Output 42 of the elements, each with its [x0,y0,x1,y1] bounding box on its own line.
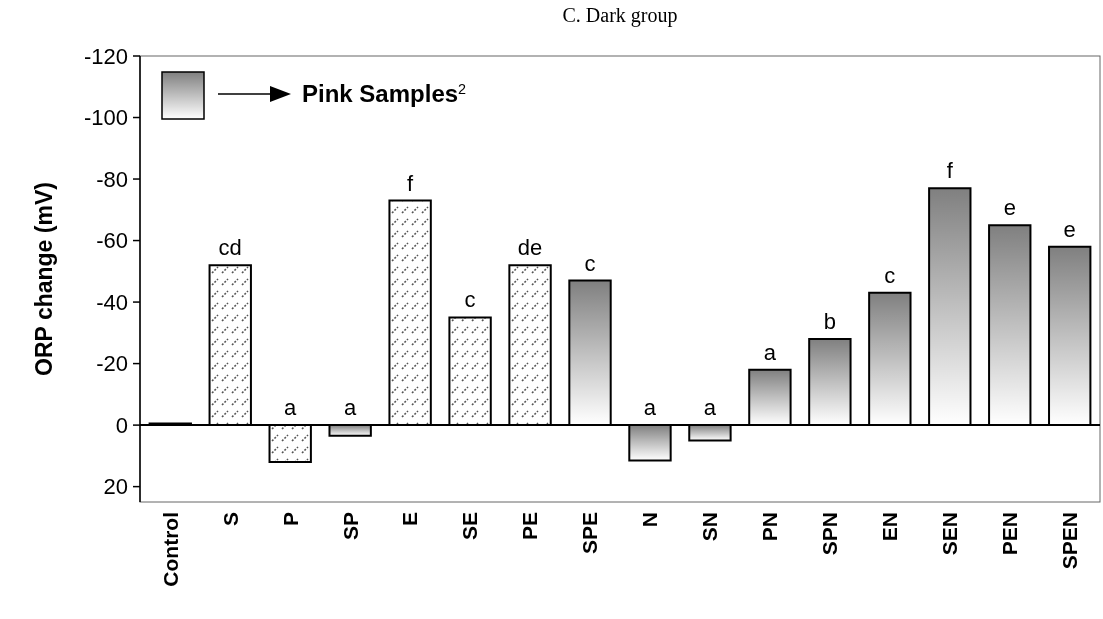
x-tick-label: SPE [578,512,602,555]
data-label: a [703,395,717,421]
data-label: f [407,170,415,196]
data-label: e [1063,216,1076,242]
y-tick-label: -60 [96,228,128,254]
data-label: a [643,395,657,421]
x-tick-label: Control [158,512,182,587]
y-tick-label: -20 [96,351,128,377]
x-tick-label: PN [758,512,782,542]
data-label: c [584,250,596,276]
y-tick-label: -100 [83,105,128,131]
x-tick-label: SPEN [1058,512,1082,570]
text: Pink Samples$^{2}$ [302,80,467,107]
x-tick-label: SEN [938,512,962,556]
data-label: a [763,339,777,365]
x-tick-label: SN [698,512,722,542]
x-tick-label: E [398,512,422,527]
data-label: f [946,158,954,184]
data-label: c [464,287,476,313]
x-tick-label: PE [518,512,542,541]
y-tick-label: -80 [96,166,128,192]
y-tick-label: 0 [115,412,128,438]
y-tick-label: -40 [96,289,128,315]
x-tick-label: P [278,512,302,527]
x-tick-label: PEN [998,512,1022,556]
x-tick-label: SE [458,512,482,541]
x-tick-label: S [218,512,242,527]
chart-title: C. Dark group [562,4,678,27]
y-axis-title: ORP change (mV) [31,182,57,376]
x-tick-label: N [638,512,662,528]
data-label: cd [218,235,242,261]
data-label: e [1003,195,1016,221]
y-tick-label: -120 [83,43,128,69]
y-tick-label: 20 [103,474,128,500]
x-tick-label: SP [338,512,362,541]
x-tick-label: SPN [818,512,842,556]
data-label: de [517,235,543,261]
data-label: a [344,395,358,421]
data-label: a [284,395,298,421]
data-label: c [884,262,896,288]
x-tick-label: EN [878,512,902,542]
data-label: b [823,308,836,334]
